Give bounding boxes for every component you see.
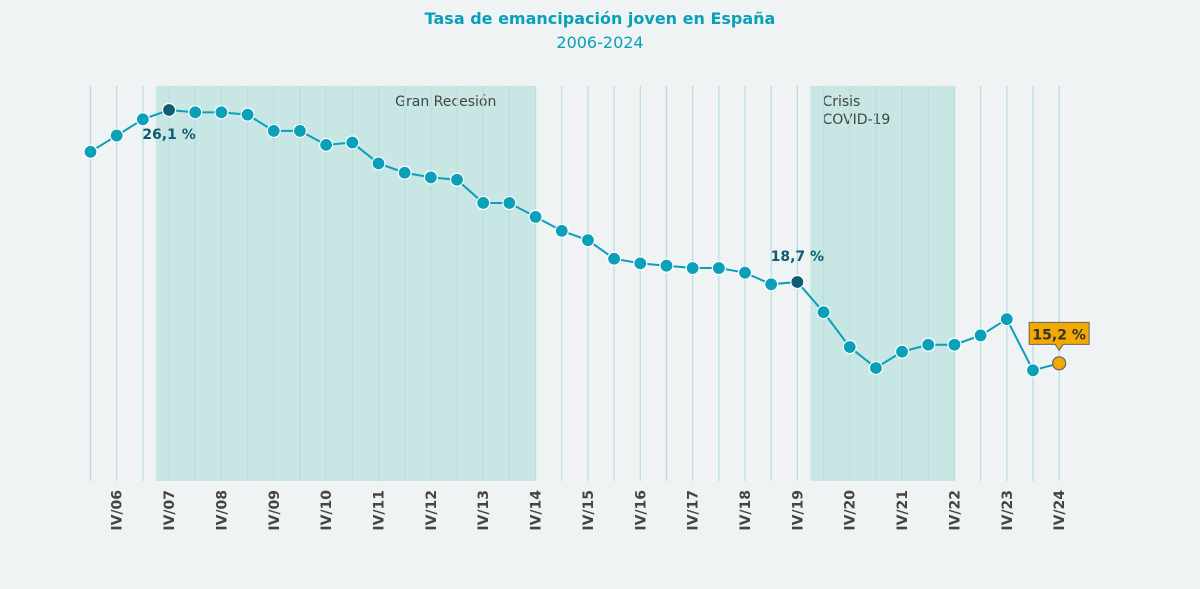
data-point — [894, 344, 910, 359]
x-tick-label: IV/09 — [267, 490, 283, 531]
data-point — [973, 328, 988, 343]
x-tick-label: IV/11 — [371, 490, 387, 531]
data-point — [188, 105, 203, 120]
data-label: 18,7 % — [771, 249, 824, 265]
data-point — [868, 360, 884, 376]
x-tick-label: IV/12 — [424, 490, 440, 531]
data-point — [319, 137, 334, 152]
data-point — [737, 265, 753, 280]
data-point — [449, 172, 465, 187]
data-point — [476, 195, 491, 211]
data-point — [711, 260, 726, 276]
data-point — [135, 112, 150, 127]
data-point — [423, 170, 438, 185]
x-tick-label: IV/19 — [790, 490, 806, 531]
x-tick-label: IV/20 — [843, 490, 859, 531]
data-point — [606, 251, 622, 266]
data-point — [685, 260, 700, 276]
data-point — [109, 128, 124, 143]
data-point — [816, 305, 831, 320]
data-point — [659, 258, 674, 273]
highlight-callout: 15,2 % — [1028, 321, 1090, 352]
data-point — [790, 274, 805, 290]
x-tick-label: IV/07 — [162, 490, 178, 531]
data-point — [83, 144, 98, 159]
data-point — [999, 312, 1014, 327]
x-tick-label: IV/22 — [947, 490, 963, 531]
data-point — [292, 123, 308, 139]
data-point — [580, 233, 596, 248]
x-tick-label: IV/14 — [529, 490, 545, 531]
data-point — [554, 223, 569, 238]
data-point — [345, 135, 360, 150]
callout-box — [1028, 321, 1090, 352]
data-point — [214, 105, 229, 120]
shaded-period-label: Crisis COVID-19 — [822, 94, 890, 128]
x-tick-label: IV/06 — [110, 490, 126, 531]
data-point — [921, 337, 936, 352]
shaded-period — [155, 86, 536, 481]
data-label: 15,2 % — [1032, 327, 1085, 343]
data-label: 26,1 % — [142, 127, 195, 143]
x-tick-label: IV/23 — [1000, 490, 1016, 531]
chart-subtitle: 2006-2024 — [556, 33, 644, 52]
data-point — [502, 195, 517, 211]
shaded-period — [810, 86, 955, 481]
data-point — [528, 209, 543, 225]
x-tick-label: IV/17 — [686, 490, 702, 531]
x-tick-label: IV/08 — [214, 490, 230, 531]
shaded-period-label: Gran Recesión — [395, 94, 496, 110]
x-tick-label: IV/15 — [581, 490, 597, 531]
x-tick-label: IV/24 — [1052, 490, 1068, 531]
x-tick-label: IV/21 — [895, 490, 911, 531]
data-point — [633, 256, 648, 271]
x-tick-label: IV/10 — [319, 490, 335, 531]
data-point — [842, 339, 857, 355]
x-tick-label: IV/16 — [633, 490, 649, 531]
chart-title: Tasa de emancipación joven en España — [424, 9, 776, 28]
x-tick-label: IV/18 — [738, 490, 754, 531]
data-point — [764, 277, 779, 292]
data-point — [240, 107, 255, 122]
data-point — [1052, 356, 1067, 371]
data-point — [1025, 363, 1041, 378]
data-point — [161, 102, 177, 118]
data-point — [266, 123, 281, 139]
data-point — [371, 156, 386, 171]
x-tick-label: IV/13 — [476, 490, 492, 531]
data-point — [947, 337, 962, 352]
data-point — [397, 165, 412, 180]
